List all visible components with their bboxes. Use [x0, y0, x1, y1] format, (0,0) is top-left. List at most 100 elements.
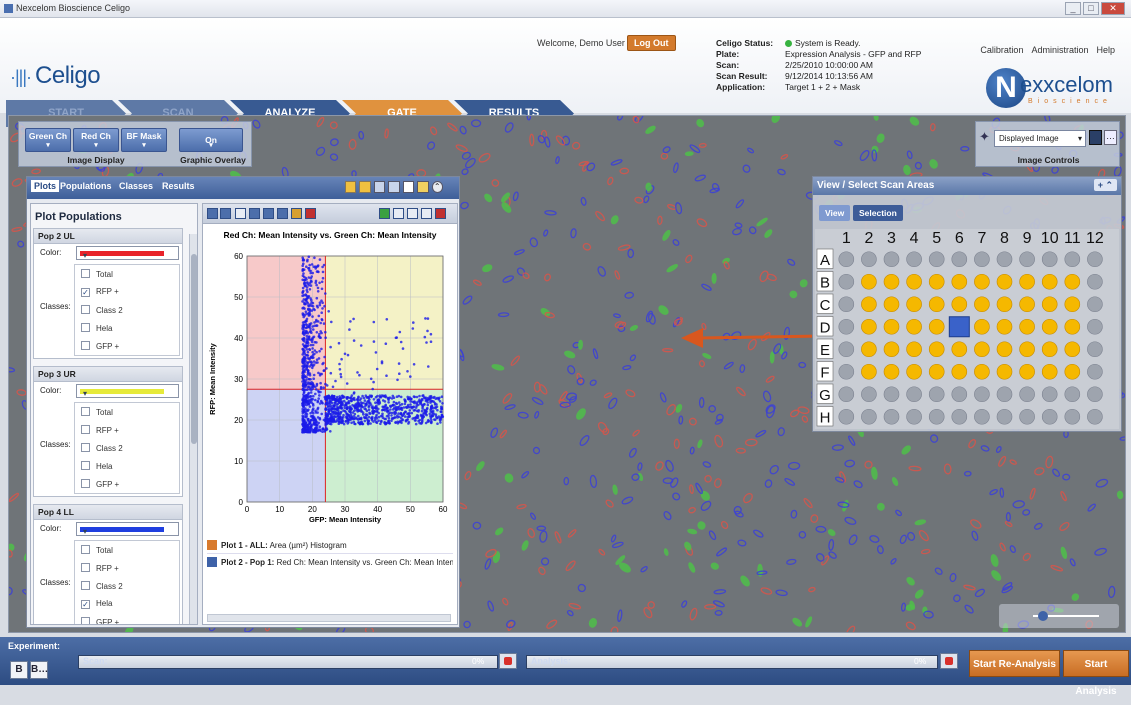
stop-scan-icon[interactable]	[499, 653, 517, 669]
checkbox-icon[interactable]	[81, 407, 90, 416]
bf-mask-button[interactable]: BF Mask	[121, 128, 167, 152]
checkbox-icon[interactable]	[81, 425, 90, 434]
zoom-1-icon[interactable]	[207, 208, 218, 219]
class-checkbox[interactable]: ✓ RFP +	[81, 287, 119, 297]
open-folder-icon[interactable]	[345, 181, 357, 193]
selection-button[interactable]: Selection	[853, 205, 903, 221]
region-gate-icon[interactable]	[291, 208, 302, 219]
cell-marker	[487, 600, 495, 612]
class-checkbox[interactable]: ✓ Hela	[81, 599, 112, 609]
data-point	[420, 409, 424, 413]
class-checkbox[interactable]: Class 2	[81, 305, 123, 315]
pointer-icon[interactable]	[235, 208, 246, 219]
class-checkbox[interactable]: RFP +	[81, 563, 119, 573]
tab-populations[interactable]: Populations	[60, 181, 112, 191]
overlay-on-button[interactable]: On	[179, 128, 243, 152]
calibration-link[interactable]: Calibration	[980, 45, 1024, 55]
help-link[interactable]: Help	[1096, 45, 1115, 55]
cell-marker	[1108, 585, 1116, 599]
report-icon[interactable]	[417, 181, 429, 193]
save-experiment-icon[interactable]: B	[10, 661, 28, 679]
tab-plots[interactable]: Plots	[31, 180, 60, 192]
plot-export-icon[interactable]	[421, 208, 432, 219]
plot-list-item[interactable]: Plot 1 - ALL: Area (µm²) Histogram	[207, 538, 453, 554]
more-options-icon[interactable]: …	[1104, 130, 1117, 145]
save-icon[interactable]	[1089, 130, 1102, 145]
class-checkbox[interactable]: Total	[81, 545, 113, 555]
polygon-gate-icon[interactable]	[277, 208, 288, 219]
class-checkbox[interactable]: GFP +	[81, 479, 119, 489]
checkbox-icon[interactable]	[81, 305, 90, 314]
checkbox-icon[interactable]	[81, 269, 90, 278]
logout-button[interactable]: Log Out	[627, 35, 676, 51]
scrollbar-thumb[interactable]	[191, 254, 197, 444]
stop-analysis-icon[interactable]	[940, 653, 958, 669]
class-checkbox[interactable]: GFP +	[81, 341, 119, 351]
plot-populations-pane: Plot Populations Pop 2 UL Color: ▾ Class…	[30, 203, 198, 625]
close-icon[interactable]: ✕	[1101, 2, 1125, 15]
data-point	[324, 402, 327, 406]
populations-scrollbar[interactable]	[189, 234, 197, 624]
plot-list-item[interactable]: Plot 2 - Pop 1: Red Ch: Mean Intensity v…	[207, 555, 453, 571]
checkbox-icon[interactable]	[81, 341, 90, 350]
checkbox-icon[interactable]	[81, 323, 90, 332]
red-channel-button[interactable]: Red Ch	[73, 128, 119, 152]
checkbox-icon[interactable]	[81, 479, 90, 488]
plot-settings-icon[interactable]	[393, 208, 404, 219]
add-plot-icon[interactable]	[379, 208, 390, 219]
class-checkbox[interactable]: Class 2	[81, 443, 123, 453]
green-channel-button[interactable]: Green Ch	[25, 128, 71, 152]
class-checkbox[interactable]: Class 2	[81, 581, 123, 591]
delete-gate-icon[interactable]	[305, 208, 316, 219]
checkbox-icon[interactable]: ✓	[81, 288, 90, 297]
crosshair-icon[interactable]: ✦	[979, 129, 990, 144]
rectangle-gate-icon[interactable]	[263, 208, 274, 219]
plot-list-scrollbar[interactable]	[207, 614, 451, 622]
class-checkbox[interactable]: GFP +	[81, 617, 119, 624]
class-checkbox[interactable]: Total	[81, 269, 113, 279]
minimize-icon[interactable]: _	[1065, 2, 1081, 15]
export-icon[interactable]	[388, 181, 400, 193]
cell-marker	[529, 512, 537, 520]
maximize-icon[interactable]: □	[1083, 2, 1099, 15]
classes-list: Total RFP + Class 2 ✓ Hela GFP +	[74, 540, 180, 624]
folder-icon[interactable]	[359, 181, 371, 193]
checkbox-icon[interactable]	[81, 581, 90, 590]
checkbox-icon[interactable]: ✓	[81, 600, 90, 609]
quadrant-gate-icon[interactable]	[249, 208, 260, 219]
document-icon[interactable]	[402, 181, 415, 193]
tab-classes[interactable]: Classes	[119, 181, 154, 191]
displayed-image-select[interactable]: Displayed Image ▾	[994, 130, 1086, 147]
cell-marker	[1022, 509, 1031, 516]
plot-copy-icon[interactable]	[407, 208, 418, 219]
start-reanalysis-button[interactable]: Start Re-Analysis	[969, 650, 1060, 677]
class-checkbox[interactable]: Total	[81, 407, 113, 417]
save-as-experiment-icon[interactable]: B…	[30, 661, 48, 679]
data-point	[324, 397, 327, 401]
color-select[interactable]: ▾	[76, 246, 179, 260]
color-select[interactable]: ▾	[76, 522, 179, 536]
administration-link[interactable]: Administration	[1031, 45, 1089, 55]
view-button[interactable]: View	[819, 205, 851, 221]
checkbox-icon[interactable]	[81, 443, 90, 452]
scatter-plot[interactable]: Red Ch: Mean Intensity vs. Green Ch: Mea…	[203, 226, 457, 534]
data-point	[423, 402, 426, 406]
checkbox-icon[interactable]	[81, 563, 90, 572]
classes-list: Total ✓ RFP + Class 2 Hela GFP +	[74, 264, 180, 356]
class-checkbox[interactable]: Hela	[81, 461, 112, 471]
color-select[interactable]: ▾	[76, 384, 179, 398]
checkbox-icon[interactable]	[81, 617, 90, 624]
checkbox-icon[interactable]	[81, 461, 90, 470]
zoom-2-icon[interactable]	[220, 208, 231, 219]
copy-icon[interactable]	[373, 181, 386, 193]
class-checkbox[interactable]: Hela	[81, 323, 112, 333]
start-analysis-button[interactable]: Start Analysis	[1063, 650, 1129, 697]
checkbox-icon[interactable]	[81, 545, 90, 554]
tab-results-panel[interactable]: Results	[162, 181, 195, 191]
remove-plot-icon[interactable]	[435, 208, 446, 219]
cell-marker	[576, 377, 585, 386]
class-checkbox[interactable]: RFP +	[81, 425, 119, 435]
collapse-icon[interactable]: ⌃	[431, 181, 443, 193]
collapse-icon[interactable]: + ⌃	[1093, 179, 1117, 191]
